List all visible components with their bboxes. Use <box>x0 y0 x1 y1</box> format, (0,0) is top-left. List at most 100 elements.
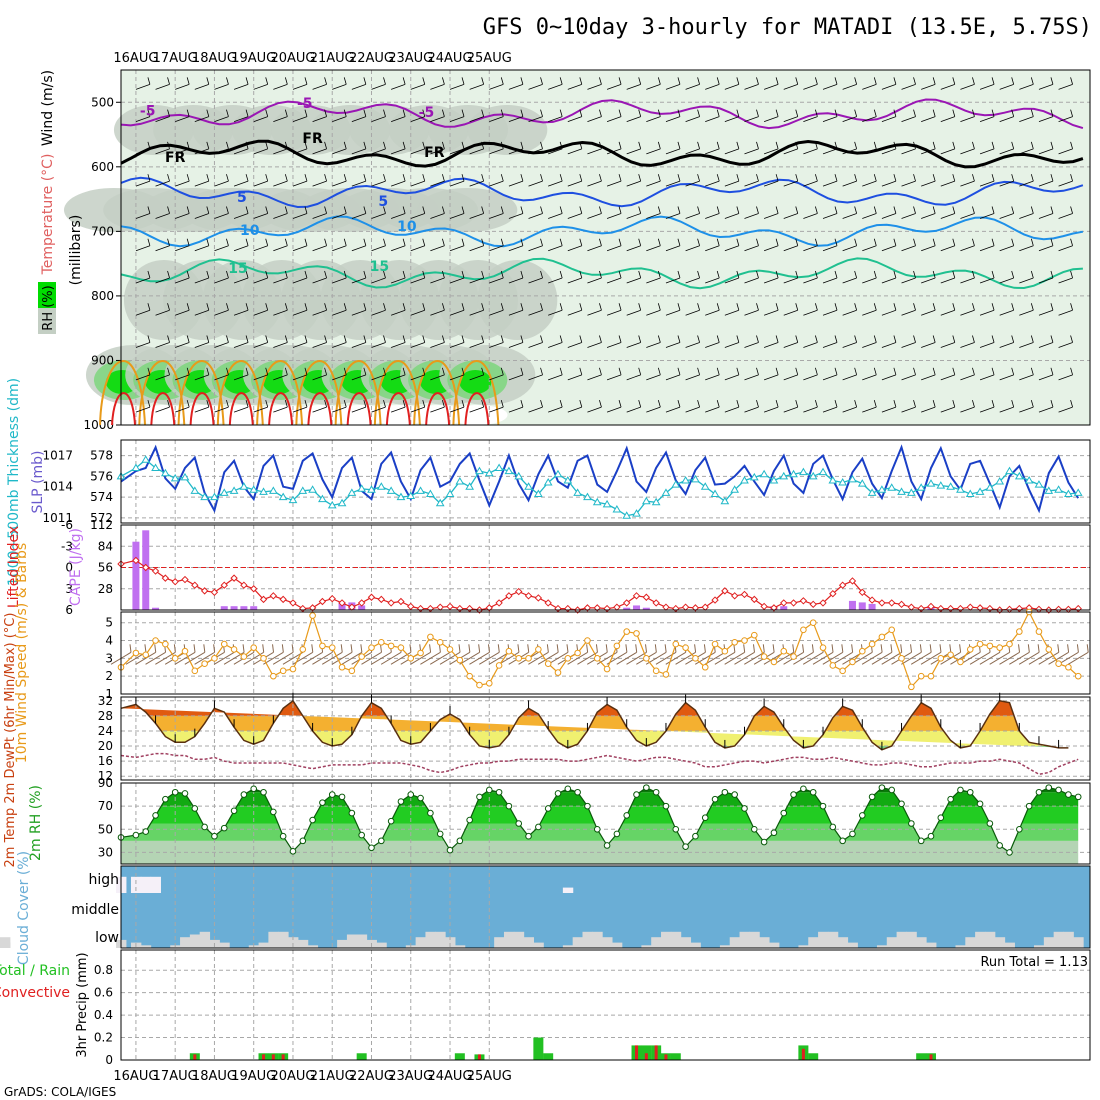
wind-barb <box>1048 644 1070 665</box>
wind-barb <box>233 335 249 348</box>
wind-speed-point <box>554 669 562 676</box>
thickness-point <box>956 485 965 493</box>
rh-contour-fill <box>417 188 518 232</box>
rh-point <box>1045 784 1053 791</box>
wind-barb <box>214 270 229 284</box>
thickness-point <box>877 485 887 493</box>
cloud-bar <box>0 937 11 948</box>
wind-barb <box>646 335 661 348</box>
wind-barb <box>1038 644 1060 665</box>
wind-barb <box>371 399 386 413</box>
lifted-index-point <box>868 596 876 604</box>
wind-barb <box>214 238 229 252</box>
wind-barb <box>587 399 602 413</box>
x-tick-label: 17AUG <box>153 1069 198 1084</box>
thickness-point <box>1024 475 1034 484</box>
wind-barb <box>233 174 249 187</box>
cloud-bar <box>876 945 888 948</box>
lifted-index-point <box>740 590 749 599</box>
wind-barb <box>803 109 818 123</box>
x-tick-label: 17AUG <box>153 51 198 66</box>
lifted-index-point <box>809 600 817 609</box>
wind-barb <box>233 303 249 316</box>
y-tick-label: 0.6 <box>94 986 113 1000</box>
wind-barb <box>832 644 854 665</box>
wind-barb <box>626 335 642 348</box>
wind-barb <box>332 238 347 252</box>
thickness-point <box>799 467 808 476</box>
thickness-point <box>347 488 357 496</box>
y-tick-label: 0.2 <box>94 1031 113 1045</box>
wind-speed-point <box>309 612 316 619</box>
wind-barb <box>921 335 936 348</box>
wind-barb <box>812 644 834 665</box>
wind-speed-point <box>171 655 179 662</box>
wind-barb <box>803 141 818 155</box>
isotherm-line <box>307 392 333 426</box>
wind-barb <box>763 270 779 284</box>
rh-point <box>751 825 758 833</box>
wind-speed-point <box>1074 672 1082 680</box>
wind-barb <box>567 644 589 665</box>
cloud-bar <box>337 939 348 948</box>
cloud-background <box>121 866 1090 948</box>
rh-point <box>230 807 238 815</box>
y-tick-label: 578 <box>90 449 113 463</box>
wind-barb <box>567 335 583 348</box>
thickness-point <box>376 482 386 490</box>
thickness-point <box>897 487 906 495</box>
lifted-index-point <box>200 587 209 595</box>
wind-barb <box>135 270 151 284</box>
lifted-index-point <box>819 599 827 607</box>
wind-barb <box>1058 77 1073 90</box>
y-tick-label: 500 <box>91 95 114 109</box>
contour-label: FR <box>165 150 186 166</box>
wind-barb <box>763 335 779 348</box>
wind-barb <box>321 644 343 665</box>
wind-barb <box>390 174 406 187</box>
wind-barb <box>999 77 1015 90</box>
rh-point <box>1006 849 1013 856</box>
wind-barb <box>705 77 720 90</box>
y-tick-label: 1011 <box>42 511 73 525</box>
wind-barb <box>979 399 995 413</box>
wind-barb <box>351 206 367 219</box>
wind-barb <box>665 109 681 123</box>
cloud-bar <box>847 942 858 948</box>
thickness-point <box>533 489 543 497</box>
wind-barb <box>351 270 367 284</box>
wind-barb <box>135 141 151 155</box>
cloud-bar <box>130 876 142 893</box>
wind-barb <box>371 206 386 219</box>
wind-barb <box>341 644 363 665</box>
wind-barb <box>1058 399 1073 413</box>
wind-barb <box>214 399 229 413</box>
wind-barb <box>135 644 157 665</box>
wind-barb <box>498 644 520 665</box>
y-tick-label: 576 <box>90 469 113 483</box>
wind-barb <box>449 335 465 348</box>
thickness-point <box>308 485 317 493</box>
wind-barb <box>862 174 877 187</box>
y-tick-label: 1017 <box>42 449 73 463</box>
wind-barb <box>606 303 622 316</box>
wind-barb <box>724 174 740 187</box>
cape-bar <box>250 606 258 610</box>
thickness-point <box>416 486 425 494</box>
rh-point <box>348 809 356 817</box>
contour-label: 15 <box>370 259 389 275</box>
thickness-point <box>740 475 749 484</box>
wind-barb <box>646 367 661 381</box>
wind-speed-point <box>387 642 395 650</box>
rh-point <box>132 831 140 839</box>
rh-point <box>378 837 385 845</box>
wind-barb <box>567 206 583 219</box>
wind-barb <box>410 206 426 219</box>
wind-speed-point <box>751 631 758 639</box>
wind-barb <box>1019 109 1034 123</box>
cloud-cover-panel: high middle low Cloud Cover (%) <box>0 851 1091 965</box>
wind-barb <box>626 367 642 381</box>
wind-barb <box>940 335 956 348</box>
wind-barb <box>979 141 995 155</box>
precip-convective-bar <box>477 1054 481 1060</box>
